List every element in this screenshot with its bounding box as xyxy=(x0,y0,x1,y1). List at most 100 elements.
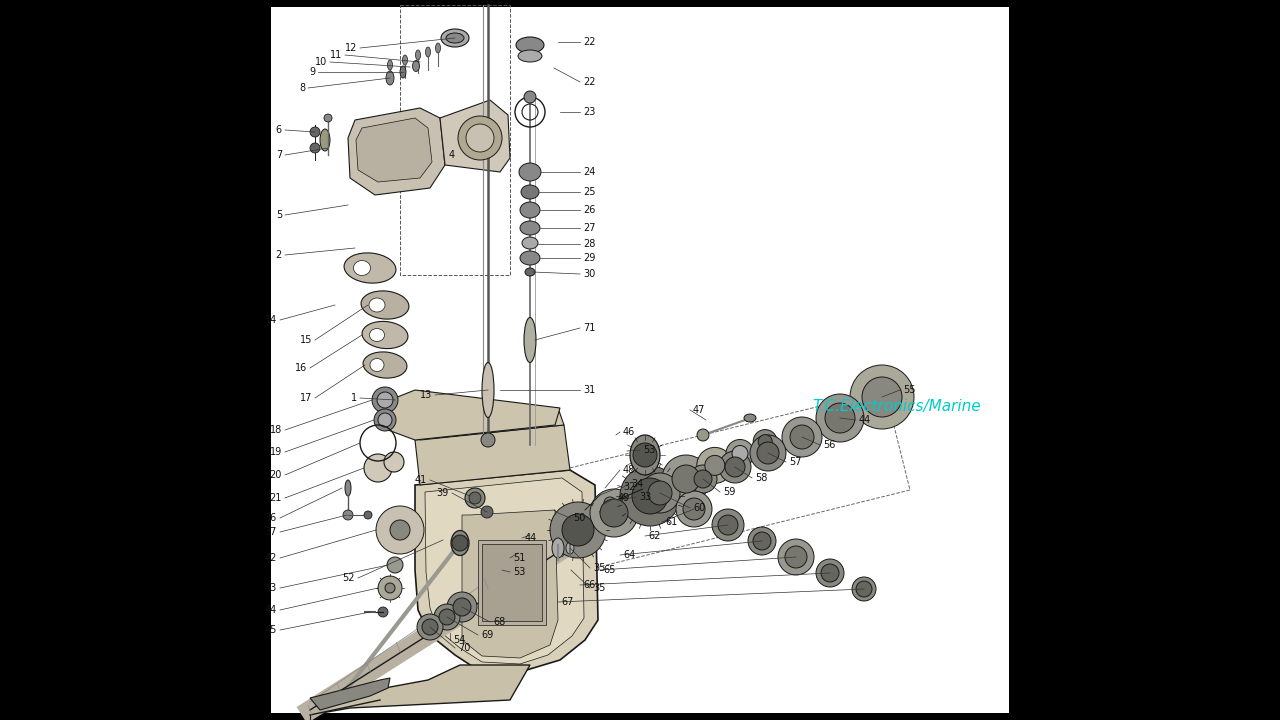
Circle shape xyxy=(390,520,410,540)
Circle shape xyxy=(562,514,594,546)
Polygon shape xyxy=(388,390,561,440)
Ellipse shape xyxy=(525,268,535,276)
Text: 44: 44 xyxy=(525,533,538,543)
Ellipse shape xyxy=(353,261,370,276)
Circle shape xyxy=(385,583,396,593)
Bar xyxy=(477,540,547,625)
Circle shape xyxy=(378,392,393,408)
Text: 46: 46 xyxy=(623,427,635,437)
Text: 28: 28 xyxy=(582,239,595,249)
Circle shape xyxy=(753,532,771,550)
Ellipse shape xyxy=(370,328,384,341)
Circle shape xyxy=(662,455,710,503)
Circle shape xyxy=(726,439,754,467)
Text: 35: 35 xyxy=(593,563,605,573)
Circle shape xyxy=(384,452,404,472)
Text: T.C.Electronics/Marine: T.C.Electronics/Marine xyxy=(813,400,982,414)
Circle shape xyxy=(850,365,914,429)
Text: 65: 65 xyxy=(603,565,616,575)
Ellipse shape xyxy=(521,185,539,199)
Circle shape xyxy=(372,387,398,413)
Circle shape xyxy=(422,619,438,635)
Circle shape xyxy=(676,491,712,527)
Text: 59: 59 xyxy=(723,487,736,497)
Ellipse shape xyxy=(364,352,407,378)
Ellipse shape xyxy=(518,163,541,181)
Ellipse shape xyxy=(442,29,468,47)
Text: 36: 36 xyxy=(265,513,276,523)
Circle shape xyxy=(758,435,772,449)
Ellipse shape xyxy=(425,47,430,57)
Circle shape xyxy=(452,535,468,551)
Circle shape xyxy=(778,539,814,575)
Circle shape xyxy=(672,465,700,493)
Ellipse shape xyxy=(552,538,564,558)
Circle shape xyxy=(732,446,748,462)
Ellipse shape xyxy=(399,66,406,78)
Text: 60: 60 xyxy=(692,503,705,513)
Text: 10: 10 xyxy=(315,57,326,67)
Circle shape xyxy=(434,604,460,630)
Text: 48: 48 xyxy=(623,465,635,475)
Text: 27: 27 xyxy=(582,223,595,233)
Text: 62: 62 xyxy=(648,531,660,541)
Ellipse shape xyxy=(520,221,540,235)
Circle shape xyxy=(310,127,320,137)
Ellipse shape xyxy=(522,237,538,249)
Circle shape xyxy=(343,510,353,520)
Circle shape xyxy=(465,488,485,508)
Text: 20: 20 xyxy=(270,470,282,480)
Text: 11: 11 xyxy=(330,50,342,60)
Ellipse shape xyxy=(344,253,396,283)
Ellipse shape xyxy=(435,43,440,53)
Circle shape xyxy=(590,489,637,537)
Text: 52: 52 xyxy=(343,573,355,583)
Circle shape xyxy=(640,473,680,513)
Circle shape xyxy=(852,577,876,601)
Circle shape xyxy=(689,465,717,493)
Text: 50: 50 xyxy=(573,513,585,523)
Circle shape xyxy=(453,598,471,616)
Circle shape xyxy=(696,447,732,483)
Ellipse shape xyxy=(416,50,421,60)
Circle shape xyxy=(826,403,855,433)
Ellipse shape xyxy=(566,542,573,554)
Ellipse shape xyxy=(520,202,540,218)
Text: 53: 53 xyxy=(513,567,525,577)
Text: 30: 30 xyxy=(582,269,595,279)
Text: 14: 14 xyxy=(265,315,276,325)
Circle shape xyxy=(782,417,822,457)
Text: 8: 8 xyxy=(298,83,305,93)
Text: 16: 16 xyxy=(294,363,307,373)
Ellipse shape xyxy=(516,37,544,53)
Circle shape xyxy=(378,607,388,617)
Polygon shape xyxy=(348,108,445,195)
Text: 61: 61 xyxy=(666,517,677,527)
Text: 29: 29 xyxy=(582,253,595,263)
Text: 9: 9 xyxy=(308,67,315,77)
Polygon shape xyxy=(415,425,570,485)
Circle shape xyxy=(604,497,616,509)
Circle shape xyxy=(481,506,493,518)
Circle shape xyxy=(718,515,739,535)
Text: 71: 71 xyxy=(582,323,595,333)
Text: 69: 69 xyxy=(481,630,493,640)
Text: 2: 2 xyxy=(275,250,282,260)
Text: 44: 44 xyxy=(265,605,276,615)
Ellipse shape xyxy=(320,129,330,151)
Text: 35: 35 xyxy=(593,583,605,593)
Text: 18: 18 xyxy=(270,425,282,435)
Text: 56: 56 xyxy=(823,440,836,450)
Circle shape xyxy=(684,498,705,520)
Polygon shape xyxy=(415,408,564,440)
Text: 45: 45 xyxy=(265,625,276,635)
Circle shape xyxy=(468,492,481,504)
Bar xyxy=(399,5,509,275)
Text: 54: 54 xyxy=(453,635,466,645)
Text: 26: 26 xyxy=(582,205,595,215)
Text: 43: 43 xyxy=(265,583,276,593)
Text: 22: 22 xyxy=(582,77,595,87)
Ellipse shape xyxy=(361,291,408,319)
Ellipse shape xyxy=(744,414,756,422)
Circle shape xyxy=(374,409,396,431)
